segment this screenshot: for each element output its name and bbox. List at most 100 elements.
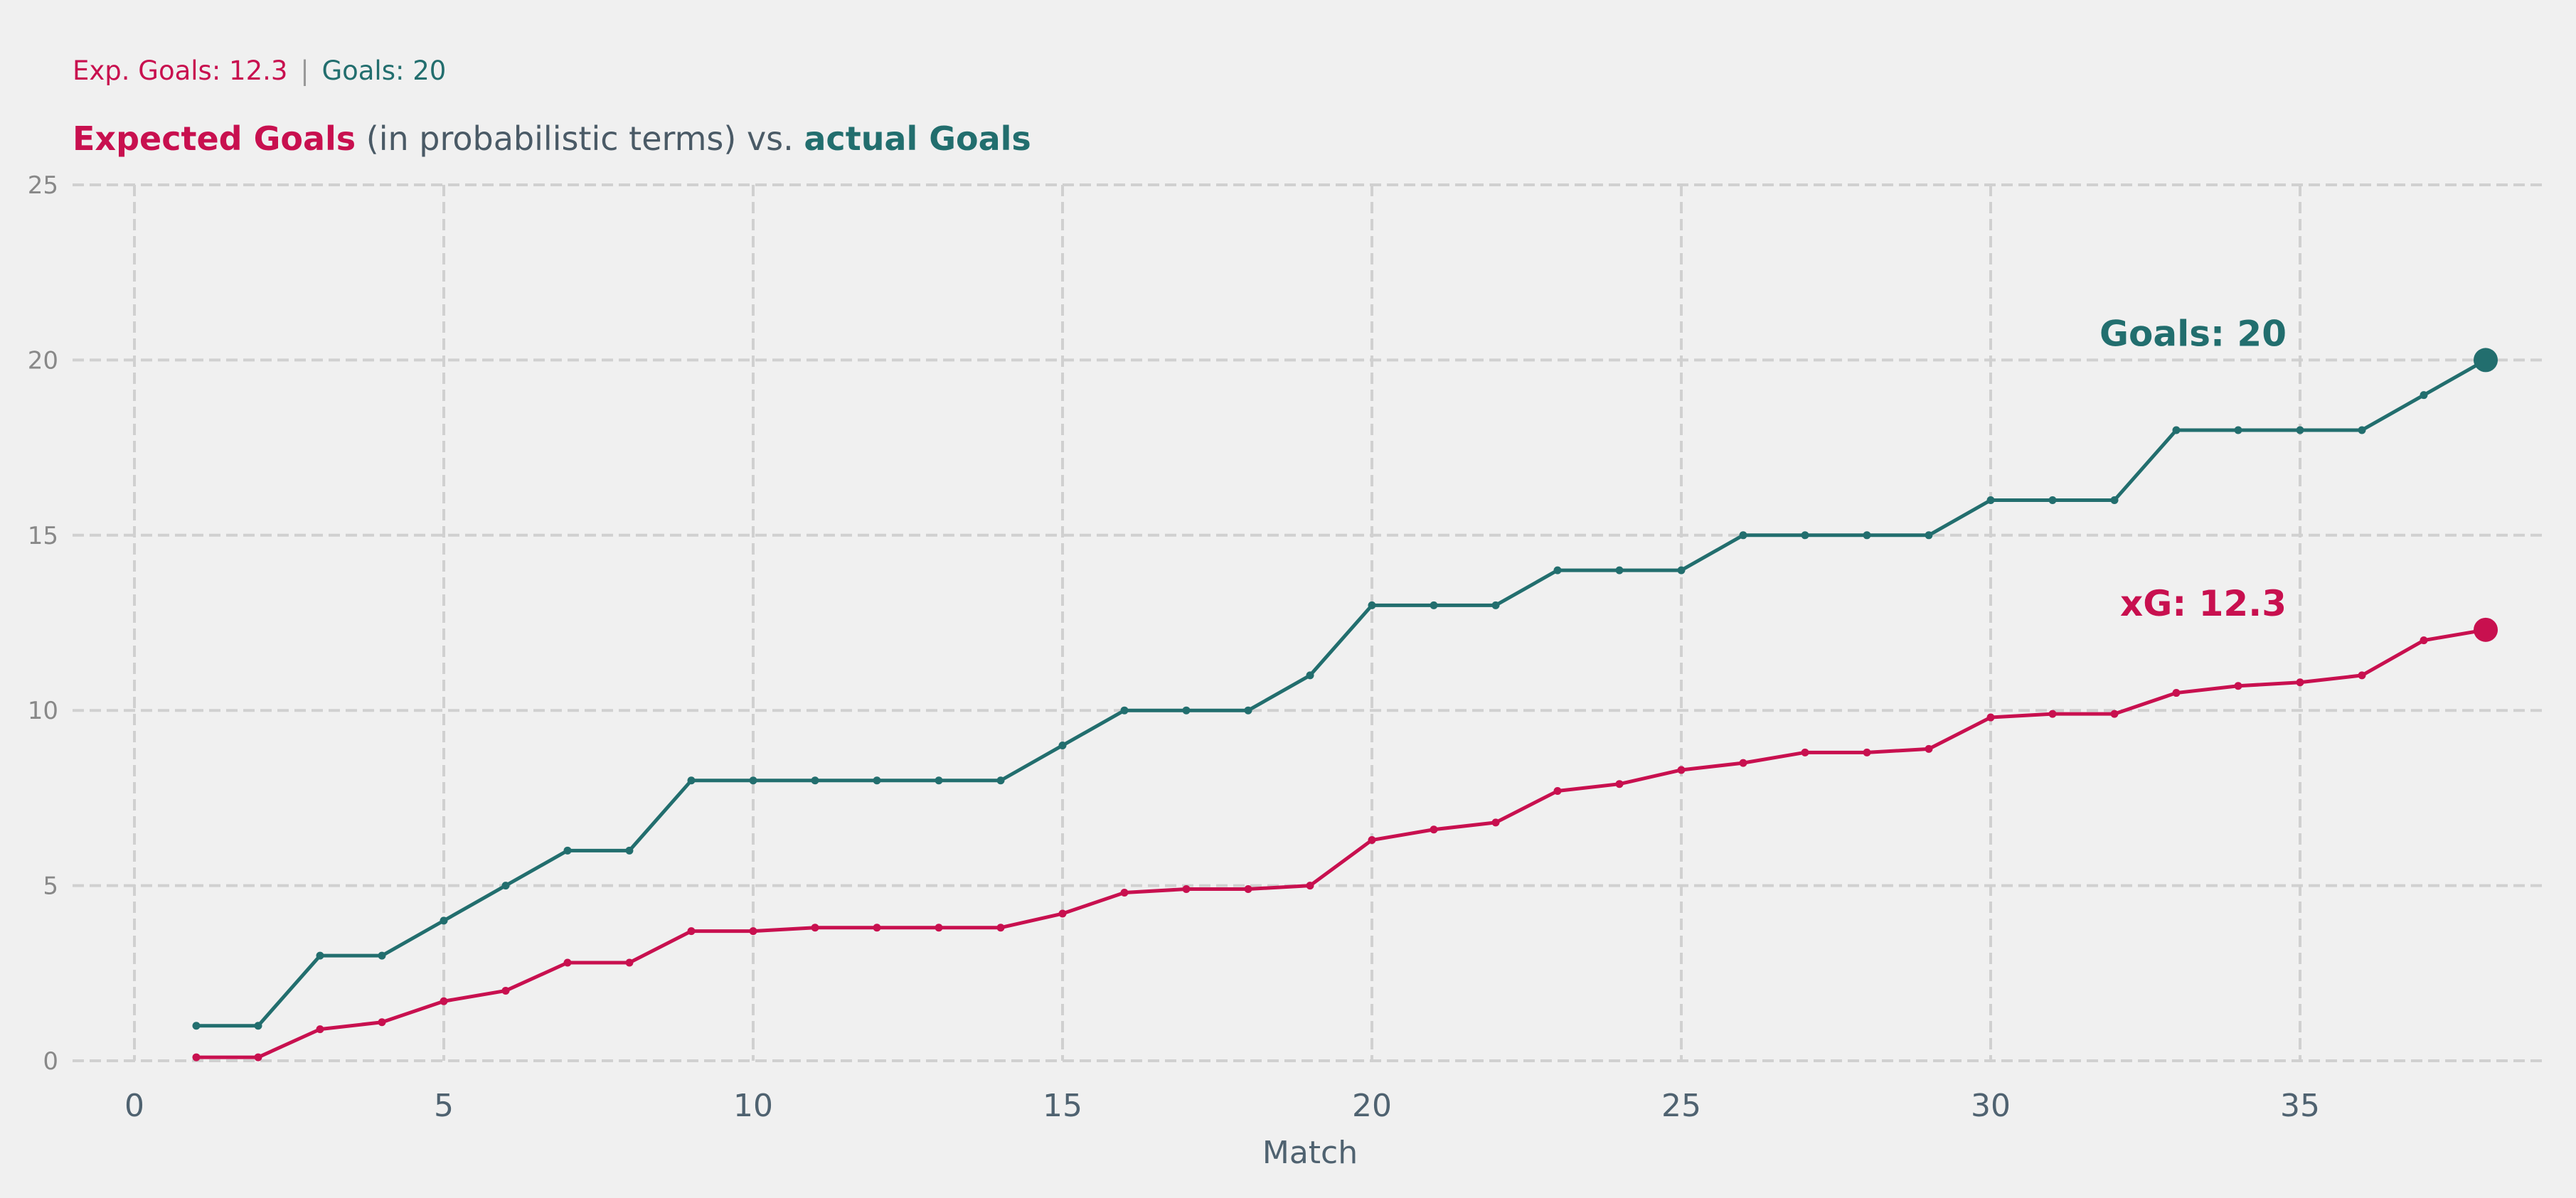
goals-point <box>378 951 386 960</box>
grid <box>73 183 2548 1062</box>
end-labels: Goals: 20 xG: 12.3 <box>2099 313 2287 624</box>
xg-point <box>1801 748 1809 756</box>
goals-point <box>2172 426 2181 434</box>
goals-point <box>1863 531 1871 540</box>
xg-point <box>935 924 943 932</box>
xg-point <box>2234 682 2242 690</box>
x-axis-label: Match <box>1262 1135 1358 1171</box>
xg-point <box>254 1053 262 1061</box>
goals-end-label: Goals: 20 <box>2099 313 2287 354</box>
goals-point <box>316 951 324 960</box>
xg-point <box>1491 818 1500 827</box>
subtitle-goals: Goals: 20 <box>321 55 447 86</box>
x-tick-label: 35 <box>2280 1088 2320 1124</box>
goals-point <box>2110 496 2119 505</box>
xg-point <box>563 958 572 967</box>
y-tick-label: 15 <box>28 522 58 550</box>
goals-point <box>1244 706 1252 715</box>
goals-point <box>935 776 943 785</box>
xg-point <box>1677 766 1686 774</box>
chart-title: Expected Goals (in probabilistic terms) … <box>73 119 1031 158</box>
goals-point <box>1801 531 1809 540</box>
x-tick-label: 0 <box>124 1088 144 1124</box>
goals-point <box>1615 566 1624 574</box>
y-tick-label: 25 <box>28 171 58 200</box>
goals-point <box>625 846 634 855</box>
goals-point <box>2420 391 2428 400</box>
goals-point <box>1306 671 1314 680</box>
xg-point <box>749 927 757 936</box>
xg-point <box>1925 744 1933 753</box>
x-tick-label: 10 <box>733 1088 773 1124</box>
x-tick-label: 20 <box>1352 1088 1392 1124</box>
x-axis-ticks: 0 5 10 15 20 25 30 35 <box>124 1088 2320 1124</box>
goals-point <box>873 776 881 785</box>
xg-point <box>1986 713 1995 722</box>
xg-point <box>1553 787 1562 796</box>
xg-point <box>2172 689 2181 697</box>
x-tick-label: 25 <box>1661 1088 1701 1124</box>
xg-point <box>1863 748 1871 756</box>
xg-point <box>192 1053 201 1061</box>
y-tick-label: 20 <box>28 346 58 375</box>
xg-point <box>378 1018 386 1027</box>
y-axis-ticks: 0 5 10 15 20 25 <box>28 171 58 1076</box>
xg-point <box>501 986 510 995</box>
xg-point <box>1430 825 1438 834</box>
xg-point <box>2296 678 2304 687</box>
goals-point <box>1491 601 1500 609</box>
x-tick-label: 5 <box>434 1088 454 1124</box>
xg-point <box>1615 780 1624 788</box>
goals-point <box>1058 741 1067 749</box>
xg-point <box>1244 885 1252 894</box>
goals-point <box>811 776 819 785</box>
xg-point <box>1306 882 1314 890</box>
xg-point <box>2358 671 2366 680</box>
xg-point <box>996 924 1005 932</box>
xg-point <box>316 1025 324 1034</box>
goals-point <box>501 882 510 890</box>
goals-point <box>1677 566 1686 574</box>
goals-point <box>2358 426 2366 434</box>
xg-point <box>2048 710 2057 718</box>
xg-point <box>625 958 634 967</box>
x-tick-label: 30 <box>1971 1088 2011 1124</box>
subtitle-xg: Exp. Goals: 12.3 <box>73 55 288 86</box>
xg-point <box>1120 888 1129 897</box>
xg-point <box>1739 759 1747 767</box>
goals-point <box>2048 496 2057 505</box>
subtitle-separator: | <box>300 55 309 86</box>
goals-point <box>687 776 696 785</box>
xg-point <box>2420 636 2428 645</box>
xg-point <box>440 997 448 1005</box>
x-tick-label: 15 <box>1043 1088 1082 1124</box>
goals-point <box>192 1022 201 1030</box>
xg-end-point <box>2474 617 2498 642</box>
title-expected-goals: Expected Goals <box>73 119 356 158</box>
xg-point <box>873 924 881 932</box>
goals-end-point <box>2474 348 2498 373</box>
title-middle: (in probabilistic terms) vs. <box>356 119 804 158</box>
xg-point <box>1368 836 1376 845</box>
title-actual-goals: actual Goals <box>804 119 1031 158</box>
goals-point <box>996 776 1005 785</box>
xg-point <box>687 927 696 936</box>
goals-point <box>1739 531 1747 540</box>
goals-point <box>1430 601 1438 609</box>
goals-point <box>1120 706 1129 715</box>
goals-point <box>1368 601 1376 609</box>
xg-line <box>196 628 2486 1059</box>
xg-point <box>2110 710 2119 718</box>
goals-point <box>1553 566 1562 574</box>
xg-end-label: xG: 12.3 <box>2120 583 2287 624</box>
goals-point <box>2296 426 2304 434</box>
series-group <box>192 348 2498 1061</box>
xg-point <box>811 924 819 932</box>
goals-point <box>254 1022 262 1030</box>
y-tick-label: 5 <box>43 872 58 901</box>
goals-point <box>749 776 757 785</box>
xg-point <box>1058 909 1067 918</box>
xg-point <box>1182 885 1191 894</box>
goals-point <box>1986 496 1995 505</box>
